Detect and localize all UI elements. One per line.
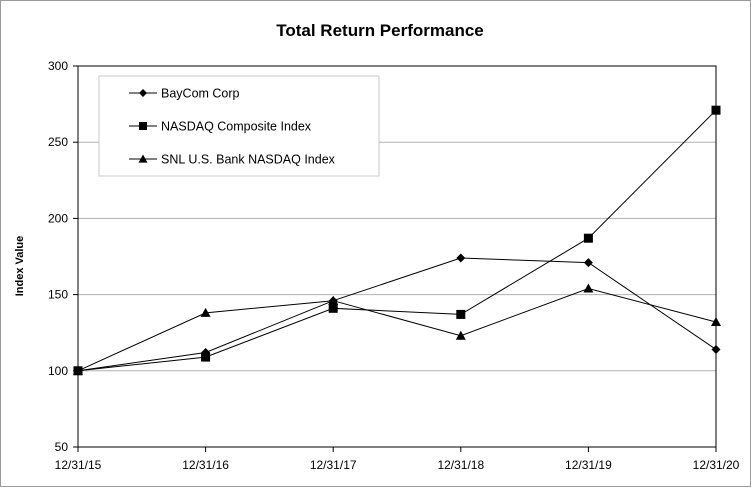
series-triangle (73, 283, 721, 375)
x-tick-label: 12/31/20 (693, 458, 740, 472)
square-marker (139, 122, 147, 130)
legend-item: SNL U.S. Bank NASDAQ Index (129, 153, 336, 167)
square-marker (711, 105, 721, 115)
x-axis: 12/31/15 12/31/16 12/31/17 12/31/18 12/31/19… (55, 447, 740, 472)
triangle-marker (711, 317, 721, 327)
square-marker (201, 352, 211, 362)
x-tick-label: 12/31/17 (310, 458, 357, 472)
legend: BayCom Corp NASDAQ Composite Index SNL U.S… (98, 75, 380, 177)
series-line (77, 109, 717, 372)
square-marker (328, 303, 338, 313)
y-axis-label: Index Value (14, 236, 26, 297)
series-line (77, 257, 717, 372)
y-tick-label: 250 (48, 135, 68, 149)
triangle-marker (200, 307, 211, 317)
legend-item: BayCom Corp (129, 87, 240, 101)
triangle-marker (73, 365, 83, 375)
series-line (77, 287, 717, 372)
x-tick-label: 12/31/18 (437, 458, 484, 472)
diamond-marker (456, 253, 466, 263)
legend-item: NASDAQ Composite Index (129, 120, 312, 134)
legend-label: NASDAQ Composite Index (161, 120, 312, 134)
x-tick-label: 12/31/19 (565, 458, 612, 472)
x-tick-label: 12/31/16 (182, 458, 229, 472)
y-tick-label: 200 (48, 211, 68, 225)
square-marker (456, 309, 466, 319)
triangle-marker (328, 295, 339, 305)
y-tick-label: 50 (55, 440, 69, 454)
triangle-marker (138, 154, 148, 163)
triangle-marker (455, 330, 466, 340)
legend-label: SNL U.S. Bank NASDAQ Index (161, 153, 336, 167)
diamond-marker (139, 89, 147, 97)
series-diamond (73, 253, 721, 376)
triangle-marker (583, 283, 594, 293)
y-tick-label: 100 (48, 364, 68, 378)
series-group (73, 105, 721, 376)
y-tick-label: 300 (48, 59, 68, 73)
plot-area (77, 65, 717, 448)
diamond-marker (583, 258, 593, 268)
x-tick-label: 12/31/15 (55, 458, 102, 472)
y-tick-label: 150 (48, 288, 68, 302)
chart-title: Total Return Performance (276, 21, 484, 40)
diamond-marker (711, 344, 721, 354)
y-axis: 50 100 150 200 250 300 (48, 59, 78, 454)
square-marker (583, 233, 593, 243)
legend-label: BayCom Corp (161, 87, 240, 101)
